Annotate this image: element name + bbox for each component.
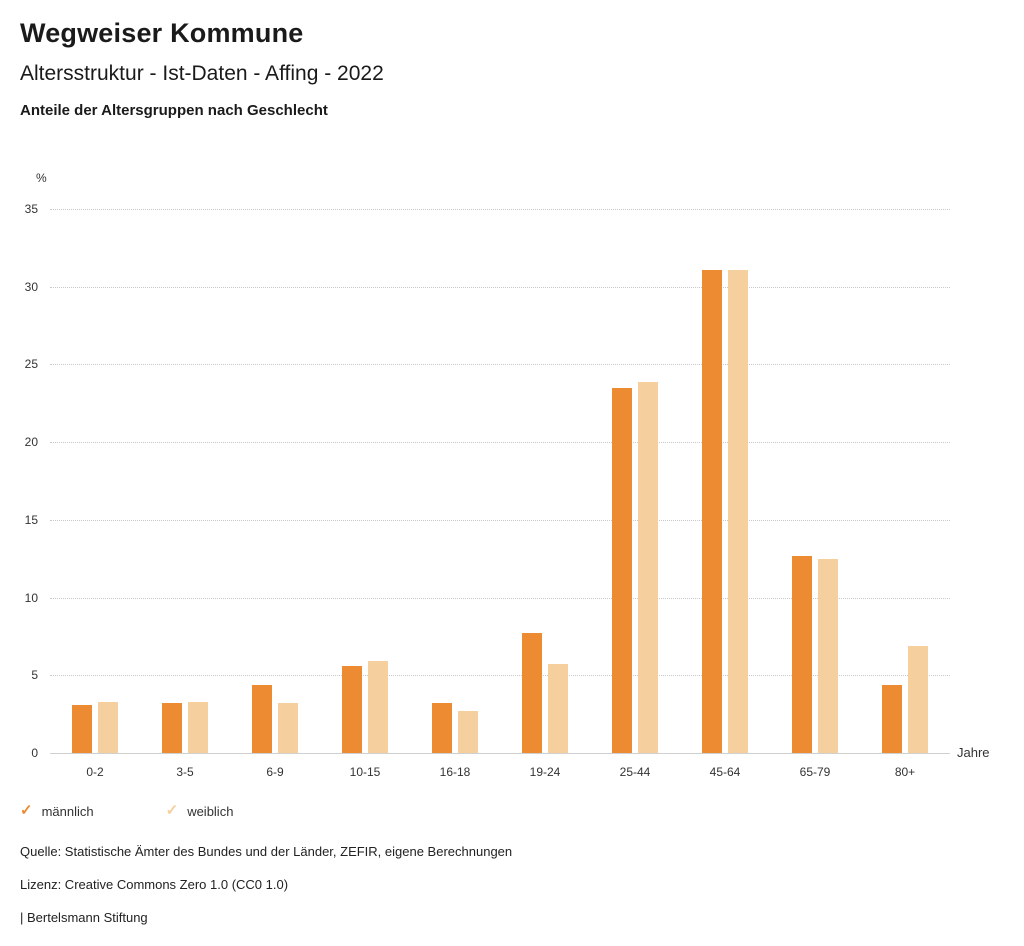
- bar-maennlich: [72, 704, 92, 753]
- footer: Quelle: Statistische Ämter des Bundes un…: [20, 844, 980, 943]
- y-tick-label: 20: [24, 435, 38, 450]
- y-tick-label: 15: [24, 512, 38, 527]
- gridline: [50, 519, 950, 521]
- bar-weiblich: [458, 711, 478, 753]
- gridline: [50, 442, 950, 444]
- legend-label: männlich: [41, 803, 94, 819]
- bar-maennlich: [252, 684, 272, 753]
- gridline: [50, 364, 950, 366]
- plot-area: [50, 209, 950, 754]
- gridline: [50, 286, 950, 288]
- bar-maennlich: [882, 684, 902, 753]
- bar-weiblich: [548, 664, 568, 753]
- gridline: [50, 209, 950, 210]
- legend-item-weiblich[interactable]: ✓ weiblich: [166, 803, 234, 819]
- x-tick-label: 25-44: [619, 765, 651, 779]
- bar-weiblich: [908, 645, 928, 753]
- gridline: [50, 597, 950, 599]
- chart-header: Wegweiser Kommune Altersstruktur - Ist-D…: [20, 18, 980, 119]
- x-tick-label: 10-15: [349, 765, 381, 779]
- bar-maennlich: [792, 555, 812, 753]
- bar-weiblich: [368, 661, 388, 753]
- check-icon: ✓: [20, 802, 33, 819]
- y-axis-unit-label: %: [36, 171, 47, 185]
- y-tick-label: 25: [24, 357, 38, 372]
- bar-weiblich: [98, 701, 118, 753]
- chart-subtitle: Altersstruktur - Ist-Daten - Affing - 20…: [20, 62, 384, 85]
- footer-license: Lizenz: Creative Commons Zero 1.0 (CC0 1…: [20, 877, 289, 892]
- chart-heading: Anteile der Altersgruppen nach Geschlech…: [20, 102, 328, 119]
- bar-maennlich: [432, 703, 452, 753]
- x-axis-unit-label: Jahre: [957, 745, 990, 760]
- y-axis: 0 5 10 15 20 25 30 35: [0, 202, 42, 760]
- footer-source: Quelle: Statistische Ämter des Bundes un…: [20, 844, 513, 859]
- legend-item-maennlich[interactable]: ✓ männlich: [20, 803, 94, 819]
- y-tick-label: 30: [24, 279, 38, 294]
- bar-maennlich: [522, 633, 542, 753]
- y-tick-label: 5: [31, 668, 38, 683]
- x-tick-label: 16-18: [439, 765, 471, 779]
- x-tick-label: 19-24: [529, 765, 561, 779]
- footer-attribution: | Bertelsmann Stiftung: [20, 910, 148, 925]
- legend-label: weiblich: [187, 803, 234, 819]
- gridline: [50, 753, 950, 754]
- bar-weiblich: [818, 558, 838, 753]
- x-axis: 0-2 3-5 6-9 10-15 16-18 19-24 25-44 45-64 65-79 8…: [50, 765, 950, 783]
- bar-weiblich: [188, 701, 208, 753]
- x-tick-label: 6-9: [266, 765, 284, 779]
- legend: ✓ männlich ✓ weiblich: [20, 803, 233, 819]
- x-tick-label: 3-5: [176, 765, 194, 779]
- bar-maennlich: [162, 703, 182, 753]
- y-tick-label: 35: [24, 202, 38, 216]
- x-tick-label: 65-79: [799, 765, 831, 779]
- bar-maennlich: [612, 387, 632, 753]
- bar-weiblich: [278, 703, 298, 753]
- check-icon: ✓: [165, 802, 179, 819]
- x-tick-label: 45-64: [709, 765, 741, 779]
- x-tick-label: 80+: [894, 765, 916, 779]
- bar-weiblich: [728, 269, 748, 753]
- bar-maennlich: [342, 665, 362, 753]
- bar-weiblich: [638, 381, 658, 753]
- x-tick-label: 0-2: [86, 765, 104, 779]
- gridline: [50, 675, 950, 677]
- page-title: Wegweiser Kommune: [20, 18, 304, 48]
- y-tick-label: 0: [31, 746, 38, 760]
- bar-maennlich: [702, 269, 722, 753]
- y-tick-label: 10: [24, 590, 38, 605]
